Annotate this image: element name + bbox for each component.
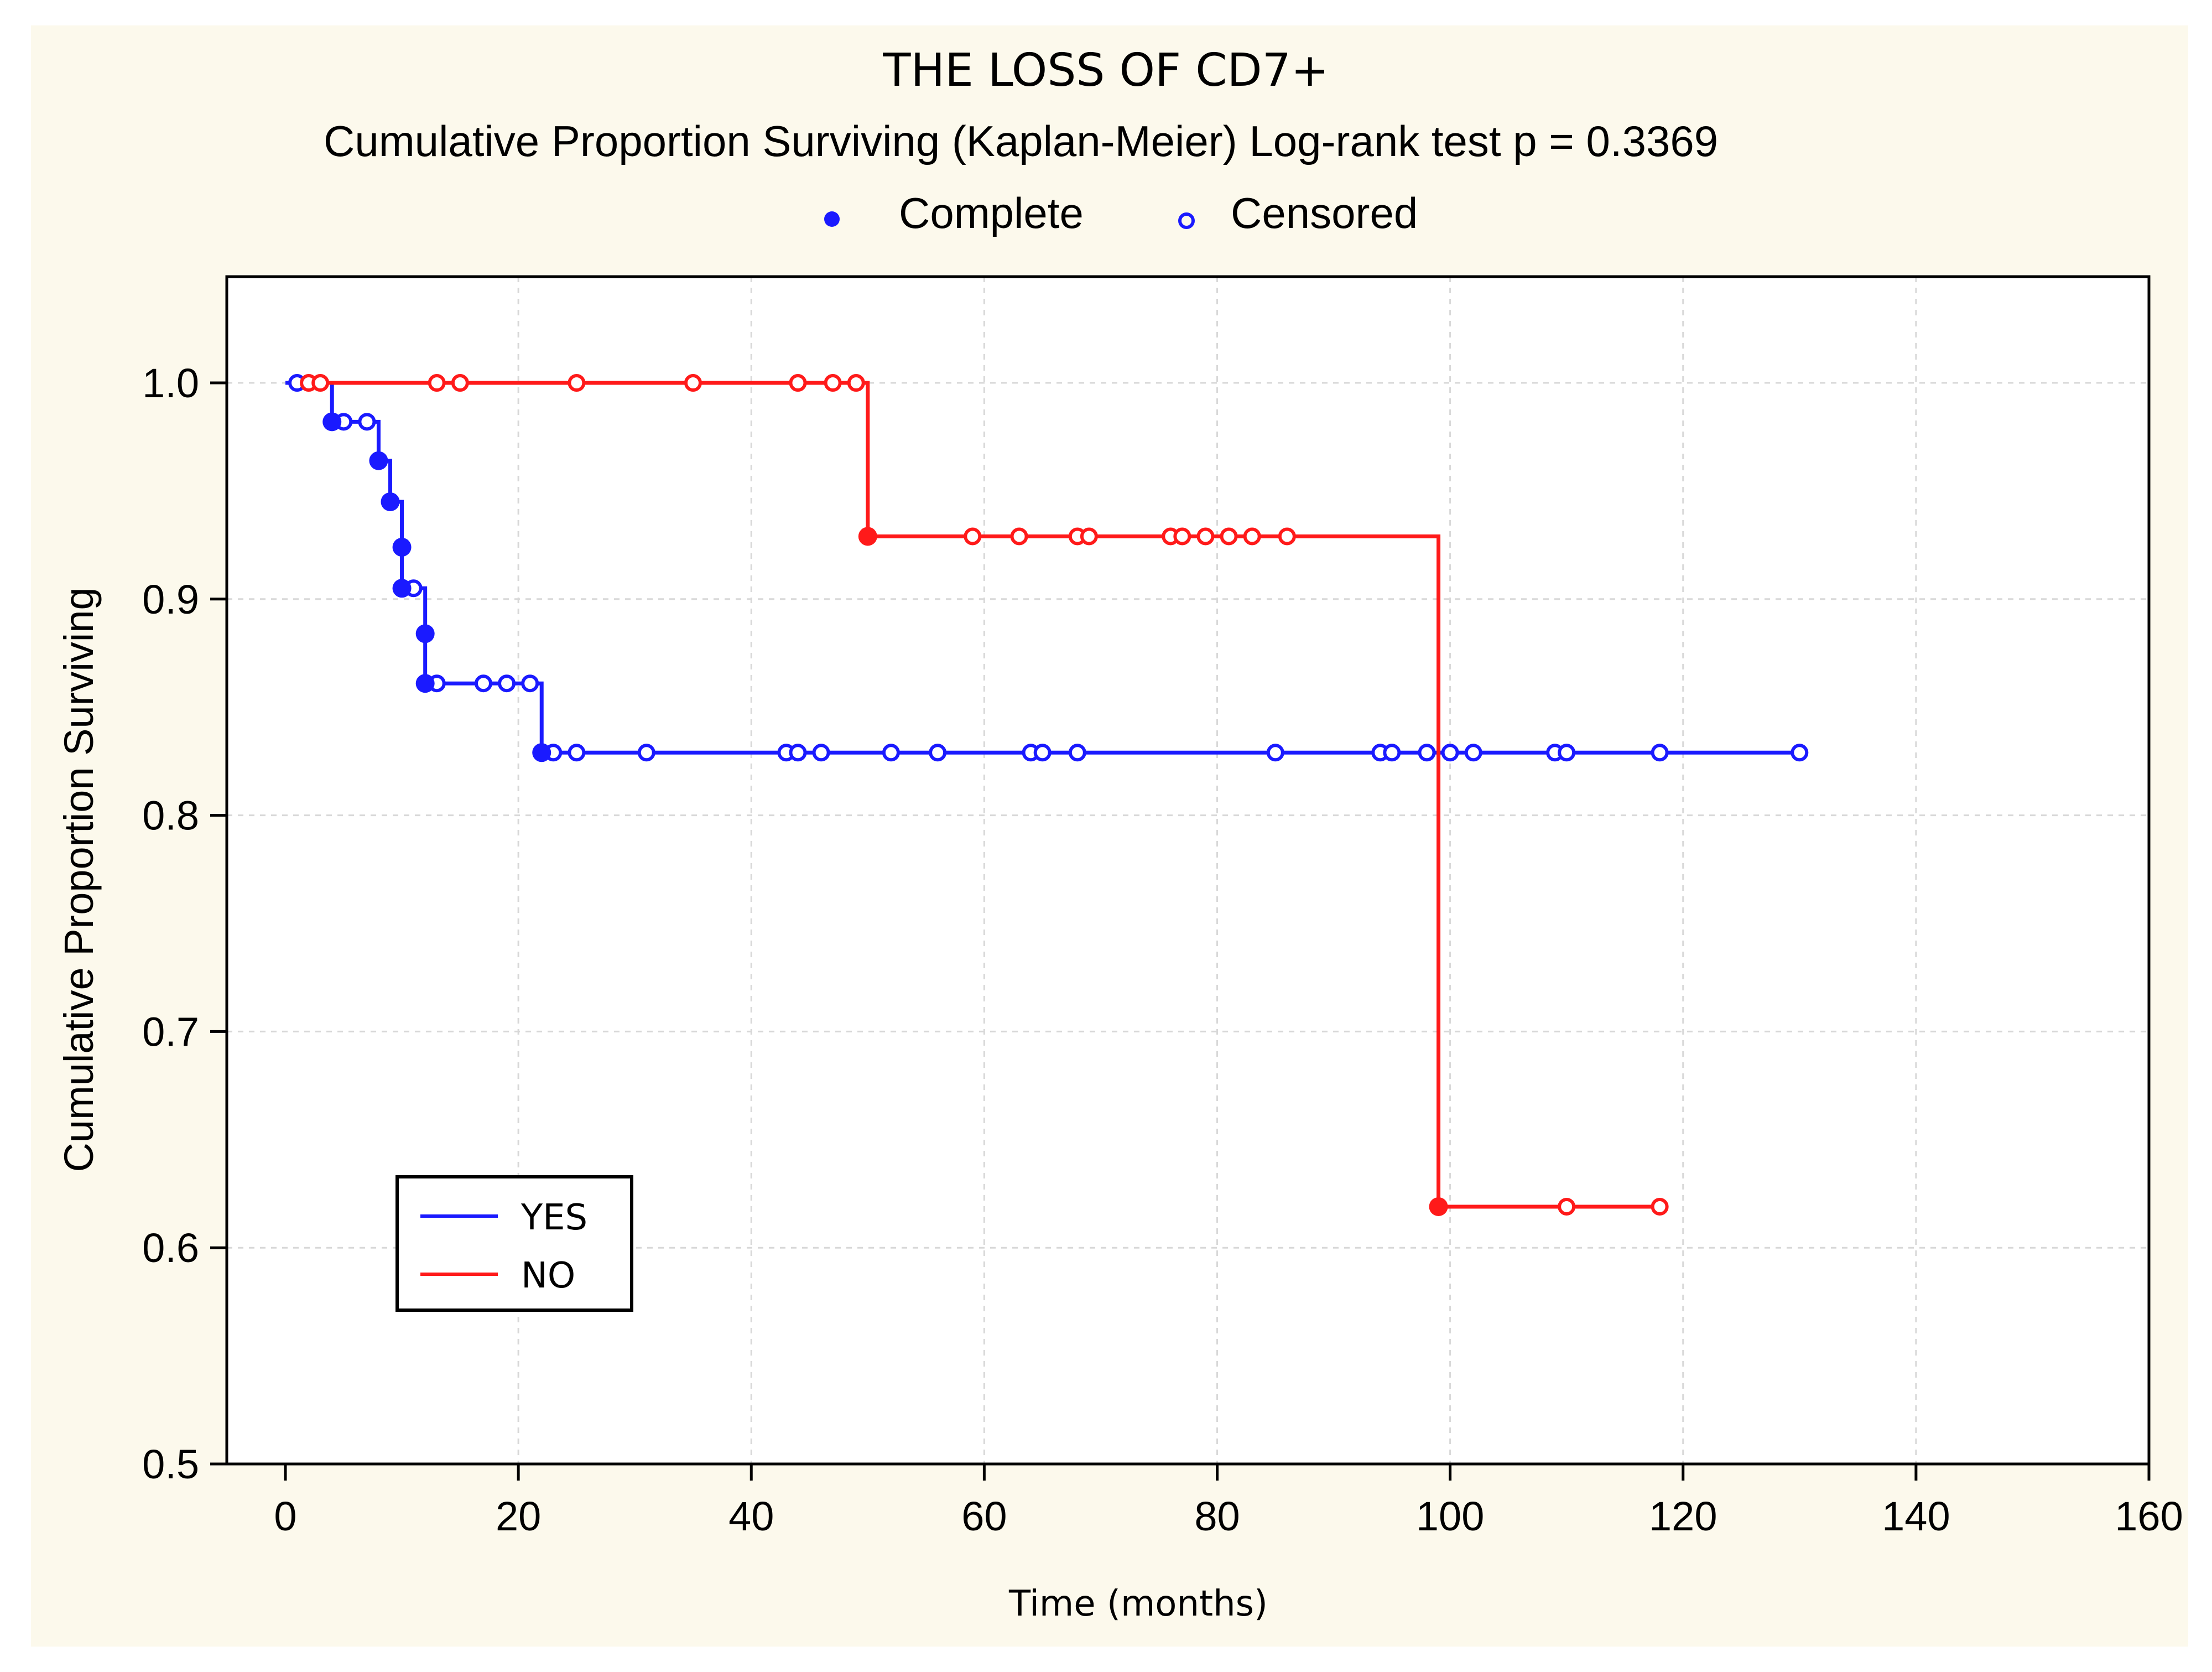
x-tick-label: 60 [961,1493,1007,1539]
censored-point-no [684,374,702,392]
event-point-yes [415,674,435,693]
censored-point-no [1220,527,1238,546]
censored-point-yes [1418,744,1436,762]
censored-point-no [824,374,842,392]
x-tick-label: 20 [496,1493,541,1539]
series-layer [285,374,1809,1216]
plot-frame [225,275,2151,1466]
censored-point-yes [1558,744,1576,762]
chart-subtitle: Cumulative Proportion Surviving (Kaplan-… [324,117,1719,165]
censored-point-no [1651,1197,1669,1216]
y-tick-label: 0.9 [142,577,199,622]
survival-curve-no [309,381,1660,1209]
censored-point-no [311,374,330,392]
censored-point-no [451,374,469,392]
censored-point-yes [1441,744,1459,762]
censored-point-yes [882,744,900,762]
event-point-no [1429,1197,1448,1216]
x-tick-label: 40 [728,1493,774,1539]
censored-point-yes [1068,744,1086,762]
legend-label-yes: YES [521,1197,587,1238]
censored-point-no [847,374,865,392]
y-tick-label: 0.7 [142,1009,199,1055]
y-tick-label: 1.0 [142,360,199,406]
censored-point-yes [1266,744,1284,762]
censored-point-no [428,374,446,392]
legend-label-no: NO [521,1255,575,1296]
x-tick-label: 100 [1416,1493,1484,1539]
marker-legend-complete-label: Complete [899,189,1084,237]
censored-point-no [1278,527,1296,546]
x-tick-label: 160 [2115,1493,2183,1539]
censored-point-no [1243,527,1261,546]
event-point-yes [392,538,412,557]
censored-point-yes [568,744,586,762]
censored-point-yes [1383,744,1401,762]
x-tick-label: 140 [1882,1493,1950,1539]
censored-point-no [1558,1197,1576,1216]
event-point-yes [369,451,388,470]
event-point-no [858,527,877,546]
censored-point-yes [521,674,539,693]
event-point-yes [322,412,342,432]
event-point-yes [381,492,400,511]
y-tick-label: 0.5 [142,1441,199,1487]
censored-point-no [789,374,807,392]
series-yes [285,374,1809,762]
censored-point-no [568,374,586,392]
series-legend-box [395,1175,633,1312]
axis-ticks: 0 20 40 60 80 100 120 140 160 0.5 0.6 0.7 0.8 0.9 1.0 [142,360,2183,1539]
censored-point-yes [812,744,830,762]
censored-point-yes [929,744,947,762]
marker-legend-censored-label: Censored [1231,189,1418,237]
event-point-yes [392,579,412,598]
series-no [300,374,1669,1216]
censored-point-yes [474,674,492,693]
censored-point-yes [637,744,655,762]
filled-dot-icon [824,211,840,227]
censored-point-no [1196,527,1215,546]
censored-point-yes [1033,744,1052,762]
censored-point-yes [498,674,516,693]
censored-point-no [1080,527,1098,546]
y-tick-label: 0.8 [142,793,199,839]
y-tick-label: 0.6 [142,1225,199,1271]
censored-point-yes [789,744,807,762]
censored-point-yes [1651,744,1669,762]
censored-point-yes [1464,744,1482,762]
censored-point-yes [358,413,376,431]
event-point-yes [532,743,551,762]
censored-point-no [1010,527,1028,546]
x-axis-label: Time (months) [1008,1583,1268,1624]
x-tick-label: 0 [274,1493,296,1539]
chart-title: THE LOSS OF CD7+ [883,44,1329,97]
event-point-yes [415,624,435,643]
x-tick-label: 80 [1194,1493,1240,1539]
open-circle-icon [1178,212,1195,229]
series-legend: YES NO [395,1175,633,1312]
x-tick-label: 120 [1649,1493,1717,1539]
censored-point-yes [1791,744,1809,762]
censored-point-no [1173,527,1191,546]
y-axis-label: Cumulative Proportion Surviving [56,587,102,1172]
censored-point-no [964,527,982,546]
